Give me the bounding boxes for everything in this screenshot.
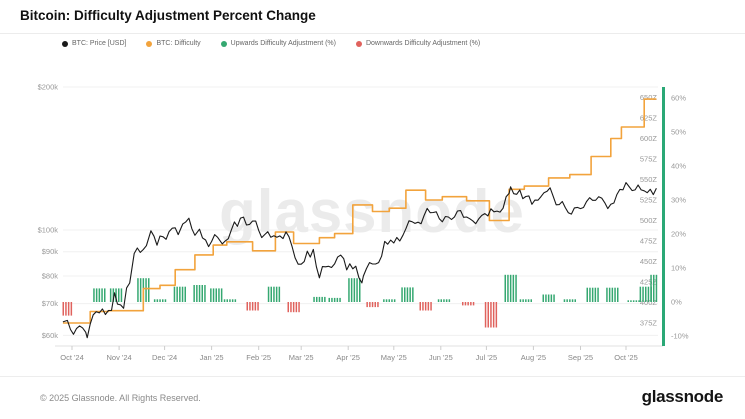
svg-text:Apr '25: Apr '25 — [336, 353, 360, 362]
svg-text:50%: 50% — [671, 128, 686, 137]
svg-text:425Z: 425Z — [640, 278, 658, 287]
legend-item-label: BTC: Difficulty — [156, 40, 201, 47]
svg-text:600Z: 600Z — [640, 134, 658, 143]
svg-text:10%: 10% — [671, 264, 686, 273]
legend-item-1[interactable]: BTC: Difficulty — [146, 40, 201, 47]
svg-text:Sep '25: Sep '25 — [568, 353, 593, 362]
svg-text:Jun '25: Jun '25 — [429, 353, 453, 362]
percent-axis: 60% 50% 40% 30% 20% 10% 0% -10% — [662, 87, 689, 346]
svg-text:550Z: 550Z — [640, 175, 658, 184]
footer-bar: © 2025 Glassnode. All Rights Reserved. g… — [0, 376, 745, 419]
svg-text:$70k: $70k — [42, 299, 59, 308]
glassnode-logo: glassnode — [641, 387, 724, 406]
svg-text:625Z: 625Z — [640, 114, 658, 123]
svg-text:375Z: 375Z — [640, 319, 658, 328]
svg-text:$100k: $100k — [38, 226, 59, 235]
svg-text:Mar '25: Mar '25 — [289, 353, 314, 362]
svg-text:475Z: 475Z — [640, 237, 658, 246]
legend-item-3[interactable]: Downwards Difficulty Adjustment (%) — [355, 40, 481, 47]
chart-canvas: $200k $100k $90k $80k $70k $60k glassnode Oct '… — [38, 83, 689, 363]
legend-dot-icon — [220, 40, 227, 47]
svg-text:500Z: 500Z — [640, 216, 658, 225]
svg-text:-10%: -10% — [671, 332, 689, 341]
svg-text:Aug '25: Aug '25 — [521, 353, 546, 362]
btc-price-line — [62, 182, 657, 339]
svg-text:60%: 60% — [671, 94, 686, 103]
difficulty-line — [62, 98, 657, 324]
svg-text:Nov '24: Nov '24 — [106, 353, 131, 362]
legend-item-0[interactable]: BTC: Price [USD] — [62, 40, 126, 47]
svg-text:Oct '24: Oct '24 — [60, 353, 84, 362]
copyright-text: © 2025 Glassnode. All Rights Reserved. — [40, 393, 201, 403]
svg-text:Feb '25: Feb '25 — [246, 353, 271, 362]
svg-text:$200k: $200k — [38, 83, 59, 92]
legend-dot-icon — [355, 40, 362, 47]
svg-text:450Z: 450Z — [640, 257, 658, 266]
legend-dot-icon — [62, 40, 68, 47]
svg-text:400Z: 400Z — [640, 298, 658, 307]
watermark: glassnode — [219, 178, 525, 245]
chart-legend: BTC: Price [USD] BTC: Difficulty Upwards D… — [62, 40, 480, 47]
svg-text:650Z: 650Z — [640, 93, 658, 102]
legend-item-label: Downwards Difficulty Adjustment (%) — [365, 40, 481, 47]
svg-text:Jul '25: Jul '25 — [476, 353, 497, 362]
svg-text:$80k: $80k — [42, 272, 59, 281]
price-axis: $200k $100k $90k $80k $70k $60k — [38, 83, 658, 340]
legend-item-2[interactable]: Upwards Difficulty Adjustment (%) — [220, 40, 336, 47]
svg-text:30%: 30% — [671, 196, 686, 205]
legend-item-label: BTC: Price [USD] — [72, 40, 127, 47]
svg-text:Dec '24: Dec '24 — [152, 353, 177, 362]
svg-text:$60k: $60k — [42, 331, 59, 340]
svg-text:525Z: 525Z — [640, 196, 658, 205]
legend-item-label: Upwards Difficulty Adjustment (%) — [230, 40, 336, 47]
svg-text:575Z: 575Z — [640, 155, 658, 164]
x-axis: Oct '24 Nov '24 Dec '24 Jan '25 Feb '25 Mar '… — [55, 345, 663, 362]
svg-text:Oct '25: Oct '25 — [614, 353, 638, 362]
svg-text:20%: 20% — [671, 230, 686, 239]
svg-text:May '25: May '25 — [381, 353, 407, 362]
svg-text:$90k: $90k — [42, 247, 59, 256]
header-bar: Bitcoin: Difficulty Adjustment Percent C… — [0, 0, 745, 34]
legend-dot-icon — [146, 40, 153, 47]
svg-text:Jan '25: Jan '25 — [200, 353, 224, 362]
difficulty-adjustment-bars — [62, 274, 658, 328]
difficulty-axis: 650Z 625Z 600Z 575Z 550Z 525Z 500Z 475Z 450Z 425Z… — [640, 93, 658, 328]
page-title: Bitcoin: Difficulty Adjustment Percent C… — [20, 8, 316, 23]
svg-text:0%: 0% — [671, 298, 682, 307]
svg-text:40%: 40% — [671, 162, 686, 171]
